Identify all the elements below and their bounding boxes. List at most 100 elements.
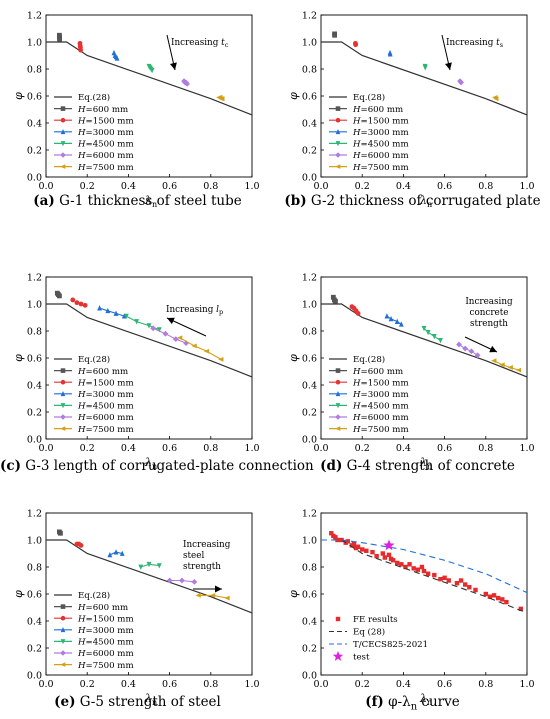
x-tick-label: 0.4 bbox=[121, 679, 136, 690]
x-tick-label: 0.6 bbox=[437, 443, 452, 454]
legend-label: H=1500 mm bbox=[352, 378, 409, 388]
data-point bbox=[191, 578, 198, 585]
x-axis-label-sub: n bbox=[152, 200, 157, 209]
data-point bbox=[209, 592, 216, 598]
legend-label-h: H bbox=[77, 614, 86, 624]
annotation-text-sub: s bbox=[500, 41, 503, 49]
data-point bbox=[458, 578, 464, 583]
y-tick-label: 1.0 bbox=[302, 38, 317, 49]
x-tick-label: 0.8 bbox=[478, 181, 493, 192]
data-point bbox=[483, 591, 488, 597]
series-line bbox=[321, 539, 528, 594]
legend-marker bbox=[335, 129, 341, 135]
series-h-4500-mm bbox=[138, 561, 162, 570]
series-line bbox=[152, 327, 187, 344]
series-eq-28- bbox=[46, 303, 253, 378]
legend-label-rest: =3000 mm bbox=[86, 128, 134, 138]
y-tick-label: 0.2 bbox=[27, 644, 42, 655]
legend-label-h: H bbox=[77, 661, 86, 671]
legend-marker bbox=[60, 615, 66, 621]
legend-label: Eq.(28) bbox=[78, 590, 110, 601]
legend-label: H=4500 mm bbox=[77, 402, 134, 412]
legend-label-rest: =6000 mm bbox=[86, 649, 134, 659]
legend-marker bbox=[60, 426, 66, 431]
legend-label-rest: =3000 mm bbox=[361, 128, 409, 138]
x-tick-label: 0.0 bbox=[313, 443, 328, 454]
legend-marker bbox=[60, 650, 66, 656]
series-h-4500-mm bbox=[422, 63, 428, 71]
legend-marker bbox=[60, 117, 66, 123]
x-tick-label: 0.4 bbox=[121, 443, 136, 454]
series-h-6000-mm bbox=[456, 341, 481, 359]
data-point bbox=[179, 577, 185, 584]
data-point bbox=[332, 32, 337, 38]
series-h-4500-mm bbox=[146, 63, 155, 74]
data-point bbox=[495, 595, 501, 601]
legend-label: H=4500 mm bbox=[352, 402, 409, 412]
legend-label: Eq.(28) bbox=[78, 354, 110, 365]
legend-marker bbox=[60, 106, 66, 111]
legend: Eq.(28)H=600 mmH=1500 mmH=3000 mmH=4500 … bbox=[54, 92, 134, 173]
caption-label: (e) bbox=[54, 694, 76, 710]
data-point bbox=[493, 96, 499, 102]
series-h-7500-mm bbox=[492, 94, 499, 102]
series-h-1500-mm bbox=[77, 40, 84, 53]
caption-text: G-4 strength of concrete bbox=[342, 458, 515, 474]
y-tick-label: 0.4 bbox=[27, 119, 42, 130]
data-point bbox=[360, 547, 365, 552]
legend-label-rest: =7500 mm bbox=[361, 425, 409, 435]
legend-label-rest: =1500 mm bbox=[86, 116, 134, 126]
data-point bbox=[395, 560, 400, 566]
legend-label-h: H bbox=[77, 163, 86, 173]
caption-text: G-1 thickness of steel tube bbox=[54, 193, 242, 209]
caption-tail: curve bbox=[417, 694, 460, 710]
caption-sub: n bbox=[410, 701, 418, 713]
legend-label-rest: =3000 mm bbox=[86, 390, 134, 400]
series-eq-28- bbox=[321, 41, 528, 116]
data-point bbox=[162, 330, 169, 337]
y-tick-label: 0.6 bbox=[302, 590, 317, 601]
legend-label-h: H bbox=[77, 402, 86, 412]
x-tick-label: 1.0 bbox=[519, 181, 534, 192]
x-tick-label: 0.0 bbox=[38, 443, 53, 454]
x-tick-label: 0.4 bbox=[396, 443, 411, 454]
data-point bbox=[224, 595, 230, 601]
annotation-text: Increasing ts bbox=[446, 38, 503, 49]
x-tick-label: 0.4 bbox=[396, 679, 411, 690]
legend-label-h: H bbox=[352, 367, 361, 377]
legend-label-h: H bbox=[77, 390, 86, 400]
series-h-600-mm bbox=[56, 529, 63, 536]
x-tick-label: 0.4 bbox=[121, 181, 136, 192]
legend-label-h: H bbox=[77, 378, 86, 388]
x-tick-label: 0.0 bbox=[38, 679, 53, 690]
legend-label: H=6000 mm bbox=[77, 649, 134, 659]
series-fe-results bbox=[329, 531, 524, 612]
y-tick-label: 0.2 bbox=[302, 644, 317, 655]
data-point bbox=[82, 302, 88, 308]
legend-marker bbox=[60, 141, 66, 147]
series-h-1500-mm bbox=[74, 541, 84, 548]
series-h-4500-mm bbox=[421, 325, 443, 344]
legend-label: H=3000 mm bbox=[77, 390, 134, 400]
data-point bbox=[390, 558, 396, 563]
x-tick-label: 0.0 bbox=[313, 181, 328, 192]
data-point bbox=[333, 535, 338, 540]
y-tick-label: 0.0 bbox=[27, 671, 42, 682]
data-point bbox=[150, 325, 157, 332]
series-h-3000-mm bbox=[384, 313, 404, 327]
legend-marker bbox=[60, 403, 66, 409]
legend-label-rest: =600 mm bbox=[361, 105, 404, 115]
caption-d: (d) G-4 strength of concrete bbox=[285, 458, 550, 474]
y-tick-label: 1.0 bbox=[27, 536, 42, 547]
legend-label: H=600 mm bbox=[77, 603, 128, 613]
y-tick-label: 0.0 bbox=[302, 671, 317, 682]
legend-label: H=7500 mm bbox=[352, 163, 409, 173]
chart-panel-b: 0.0 0.2 0.4 0.6 0.8 1.00.00.20.40.60.81.01.2λ… bbox=[287, 11, 535, 210]
data-point bbox=[149, 67, 155, 74]
annotation-text-main: Increasing bbox=[171, 38, 221, 48]
x-tick-label: 1.0 bbox=[244, 443, 259, 454]
legend-label-h: H bbox=[77, 105, 86, 115]
series-line bbox=[321, 303, 528, 378]
data-point bbox=[442, 575, 447, 580]
legend-label: H=600 mm bbox=[77, 367, 128, 377]
